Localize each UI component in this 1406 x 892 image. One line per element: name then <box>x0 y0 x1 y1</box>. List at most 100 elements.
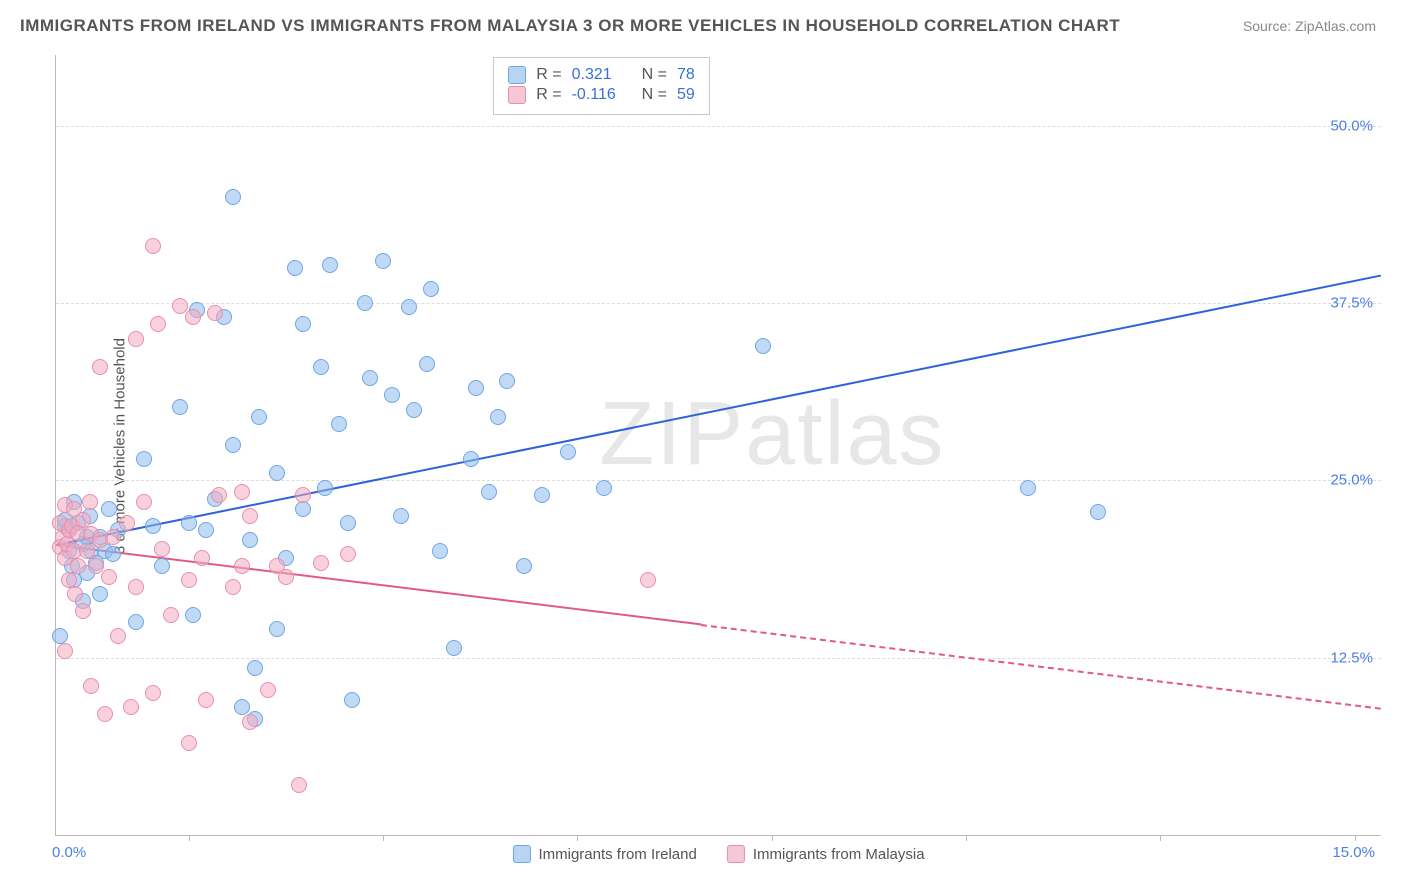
x-tick-mark <box>1160 835 1161 841</box>
data-point <box>357 295 373 311</box>
x-tick-mark <box>189 835 190 841</box>
data-point <box>393 508 409 524</box>
data-point <box>423 281 439 297</box>
data-point <box>463 451 479 467</box>
data-point <box>105 529 121 545</box>
data-point <box>207 305 223 321</box>
data-point <box>145 518 161 534</box>
data-point <box>128 614 144 630</box>
data-point <box>150 316 166 332</box>
x-tick-mark <box>1355 835 1356 841</box>
data-point <box>260 682 276 698</box>
data-point <box>596 480 612 496</box>
data-point <box>295 316 311 332</box>
data-point <box>181 515 197 531</box>
data-point <box>242 532 258 548</box>
r-value: 0.321 <box>572 66 632 84</box>
data-point <box>560 444 576 460</box>
x-tick-mark <box>577 835 578 841</box>
y-tick-label: 12.5% <box>1330 649 1373 666</box>
data-point <box>313 555 329 571</box>
data-point <box>128 331 144 347</box>
data-point <box>1020 480 1036 496</box>
n-label: N = <box>642 66 667 84</box>
data-point <box>295 487 311 503</box>
data-point <box>344 692 360 708</box>
data-point <box>340 546 356 562</box>
data-point <box>446 640 462 656</box>
x-tick-mark <box>383 835 384 841</box>
data-point <box>105 546 121 562</box>
data-point <box>340 515 356 531</box>
data-point <box>181 735 197 751</box>
data-point <box>123 699 139 715</box>
r-label: R = <box>536 66 561 84</box>
data-point <box>225 437 241 453</box>
series-legend: Immigrants from Ireland Immigrants from M… <box>512 845 924 863</box>
data-point <box>384 387 400 403</box>
r-label: R = <box>536 86 561 104</box>
gridline <box>56 480 1381 481</box>
data-point <box>401 299 417 315</box>
data-point <box>70 558 86 574</box>
data-point <box>88 558 104 574</box>
data-point <box>375 253 391 269</box>
data-point <box>242 508 258 524</box>
data-point <box>145 238 161 254</box>
data-point <box>322 257 338 273</box>
data-point <box>110 628 126 644</box>
data-point <box>101 501 117 517</box>
correlation-legend: R =0.321N =78R =-0.116N =59 <box>493 57 709 115</box>
legend-item: Immigrants from Malaysia <box>727 845 925 863</box>
data-point <box>67 586 83 602</box>
data-point <box>534 487 550 503</box>
gridline <box>56 658 1381 659</box>
data-point <box>269 465 285 481</box>
gridline <box>56 126 1381 127</box>
data-point <box>406 402 422 418</box>
legend-item: Immigrants from Ireland <box>512 845 696 863</box>
x-tick-mark <box>772 835 773 841</box>
legend-label: Immigrants from Malaysia <box>753 846 925 863</box>
data-point <box>154 558 170 574</box>
data-point <box>83 678 99 694</box>
x-tick-label: 0.0% <box>52 844 86 861</box>
chart-title: IMMIGRANTS FROM IRELAND VS IMMIGRANTS FR… <box>20 16 1120 36</box>
data-point <box>136 494 152 510</box>
data-point <box>481 484 497 500</box>
n-value: 59 <box>677 86 695 104</box>
data-point <box>172 399 188 415</box>
data-point <box>251 409 267 425</box>
data-point <box>163 607 179 623</box>
plot-area: ZIPatlas 12.5%25.0%37.5%50.0%0.0%15.0%R … <box>55 55 1381 836</box>
data-point <box>247 660 263 676</box>
data-point <box>490 409 506 425</box>
legend-row: R = 0.321 N = 78 <box>508 66 694 84</box>
data-point <box>225 579 241 595</box>
data-point <box>145 685 161 701</box>
x-tick-label: 15.0% <box>1332 844 1375 861</box>
gridline <box>56 303 1381 304</box>
data-point <box>362 370 378 386</box>
data-point <box>136 451 152 467</box>
data-point <box>154 541 170 557</box>
y-tick-label: 25.0% <box>1330 472 1373 489</box>
data-point <box>185 607 201 623</box>
data-point <box>172 298 188 314</box>
data-point <box>225 189 241 205</box>
data-point <box>287 260 303 276</box>
data-point <box>331 416 347 432</box>
n-label: N = <box>642 86 667 104</box>
data-point <box>194 550 210 566</box>
n-value: 78 <box>677 66 695 84</box>
data-point <box>295 501 311 517</box>
data-point <box>755 338 771 354</box>
y-tick-label: 50.0% <box>1330 117 1373 134</box>
data-point <box>185 309 201 325</box>
data-point <box>92 586 108 602</box>
data-point <box>181 572 197 588</box>
data-point <box>92 359 108 375</box>
data-point <box>211 487 227 503</box>
data-point <box>101 569 117 585</box>
data-point <box>97 706 113 722</box>
